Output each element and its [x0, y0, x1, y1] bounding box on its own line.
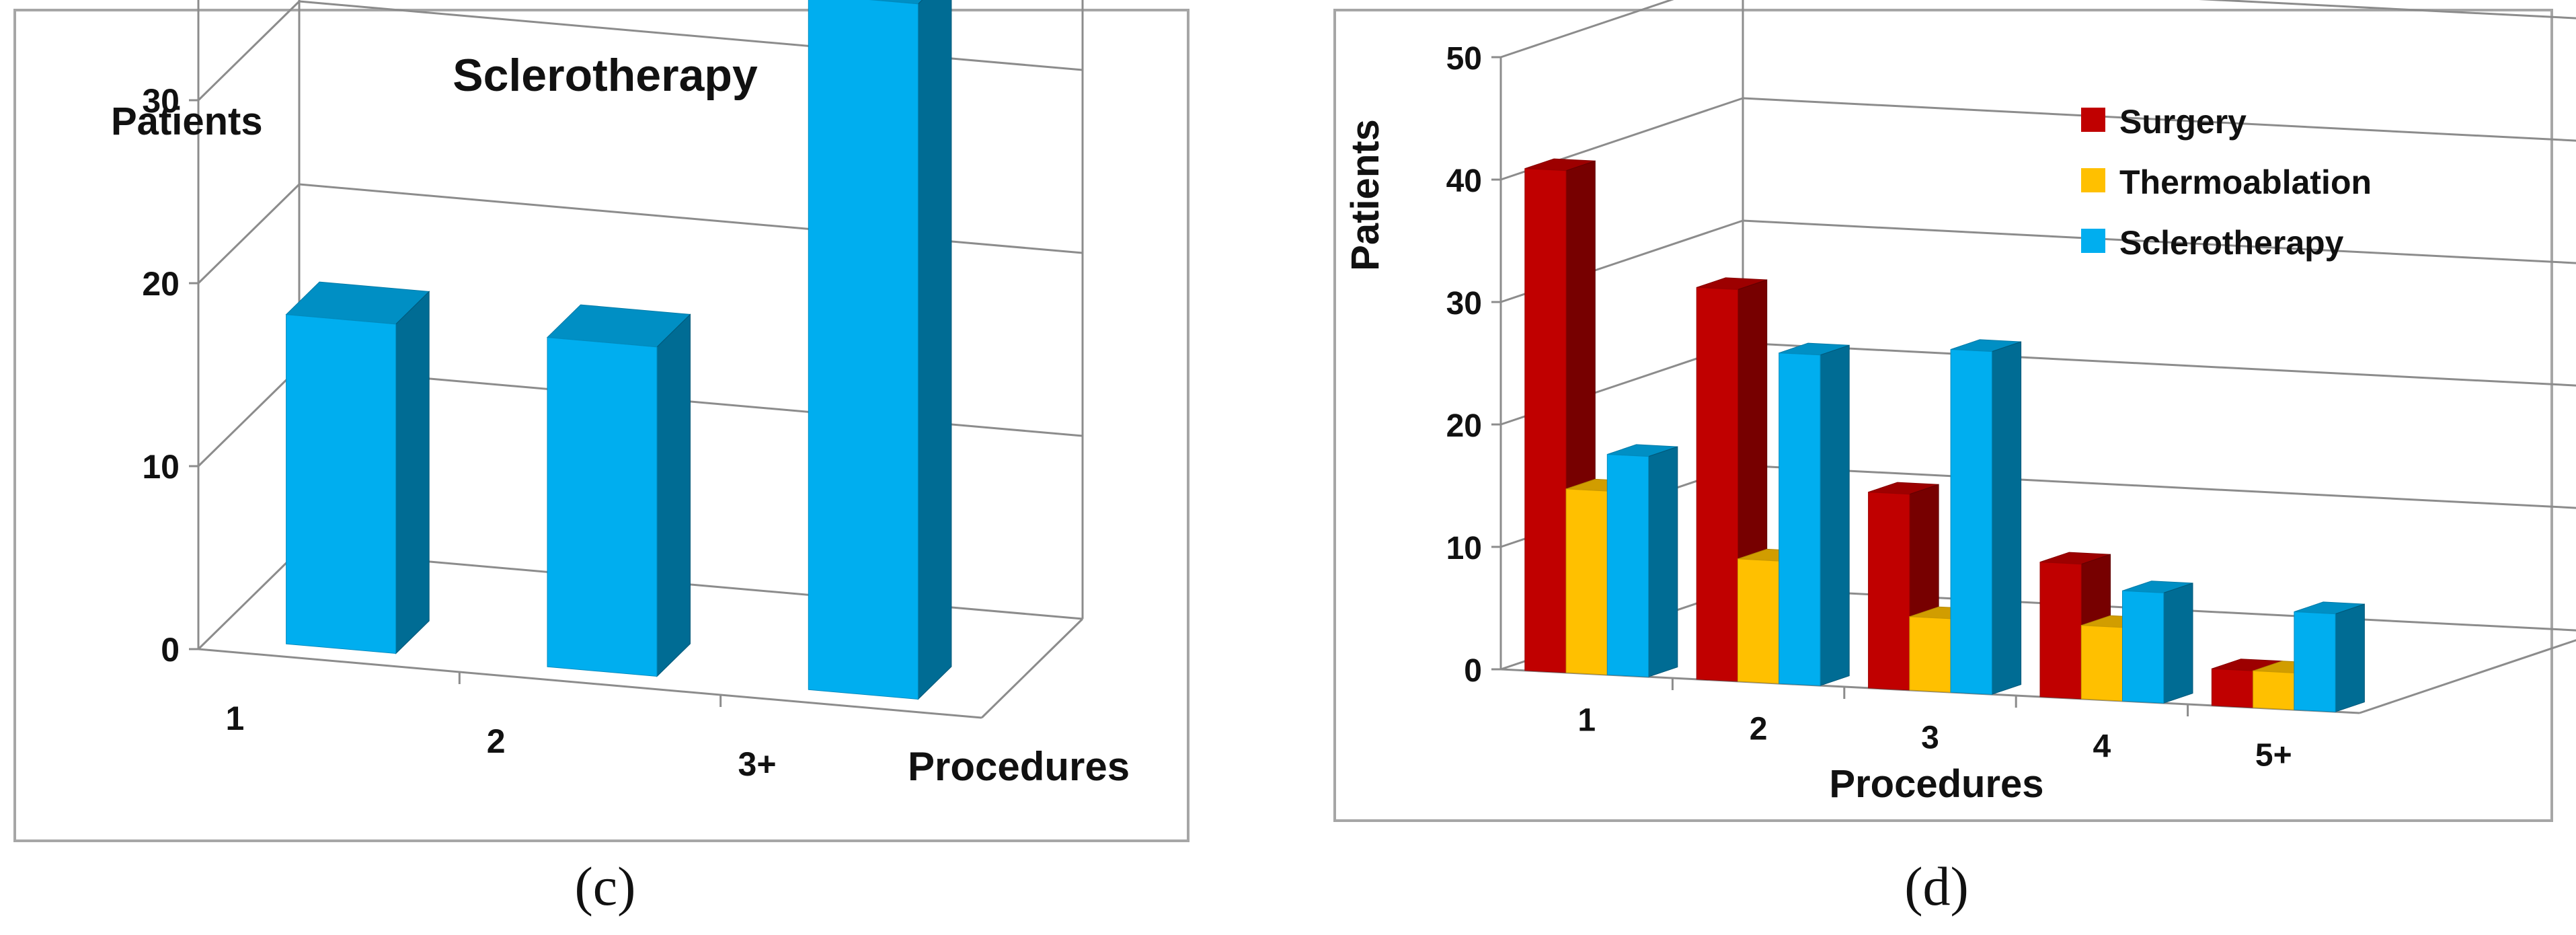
y-tick-label: 30 [142, 82, 180, 120]
bar-sclerotherapy-2-side [656, 313, 691, 677]
floor-edge [2359, 639, 2576, 714]
panel-d-caption: (d) [1904, 856, 1969, 917]
legend-swatch-sclerotherapy [2081, 229, 2105, 253]
gridline [299, 366, 1083, 437]
x-tick-label: 3 [1921, 720, 1939, 756]
x-tick-label: 1 [225, 700, 244, 737]
gridline [299, 549, 1083, 620]
side-gridline [1500, 0, 1674, 59]
bar-sclerotherapy-3plus [808, 0, 952, 700]
panel-c-x-axis-label: Procedures [908, 744, 1130, 789]
panel-d-frame [1333, 9, 2553, 822]
gridline [1742, 464, 2576, 509]
panel-c-caption: (c) [574, 856, 635, 917]
bar-thermoablation-1-front [1565, 488, 1608, 675]
bar-surgery-1-front [1524, 168, 1567, 673]
x-tick-label: 3+ [738, 745, 777, 783]
x-tick-label: 2 [487, 722, 506, 760]
bar-sclerotherapy-3plus-side [917, 0, 952, 700]
y-tick-label: 20 [142, 265, 180, 303]
floor-edge [980, 618, 1084, 719]
bar-surgery-5plus-front [2211, 668, 2254, 708]
bar-sclerotherapy-1 [1606, 444, 1678, 677]
bar-sclerotherapy-2 [546, 304, 691, 677]
bar-sclerotherapy-5plus-side [2335, 603, 2365, 712]
bar-sclerotherapy-1 [285, 281, 430, 654]
legend-label-surgery: Surgery [2119, 103, 2247, 141]
bar-surgery-3-front [1868, 492, 1910, 691]
bar-sclerotherapy-4-side [2163, 583, 2193, 704]
bar-surgery-4-front [2039, 562, 2082, 700]
bar-sclerotherapy-5plus [2294, 601, 2365, 712]
panel-c-bars [285, 0, 952, 700]
x-axis-line [198, 648, 982, 719]
bar-surgery-2-front [1696, 287, 1738, 682]
panel-d-legend: Surgery Thermoablation Sclerotherapy [2081, 103, 2372, 262]
legend-label-thermoablation: Thermoablation [2119, 163, 2372, 201]
gridline [1742, 219, 2576, 264]
x-tick-label: 2 [1750, 712, 1768, 747]
panel-c-title: Sclerotherapy [453, 50, 758, 101]
panel-c-grid [197, 0, 1083, 650]
bar-sclerotherapy-3 [1950, 339, 2022, 695]
bar-sclerotherapy-1-front [1606, 453, 1649, 677]
y-tick-label: 10 [1446, 531, 1482, 566]
legend-label-sclerotherapy: Sclerotherapy [2119, 224, 2344, 262]
bar-sclerotherapy-1-front [286, 314, 397, 654]
bar-sclerotherapy-1-side [395, 291, 430, 654]
legend-swatch-surgery [2081, 108, 2105, 132]
bar-sclerotherapy-4-front [2122, 590, 2164, 704]
bar-sclerotherapy-4 [2122, 581, 2193, 704]
gridline [299, 0, 1083, 71]
y-tick-label: 40 [1446, 163, 1482, 199]
y-tick-label: 0 [1464, 653, 1482, 689]
y-tick-label: 0 [161, 631, 180, 669]
panel-d-x-ticks: 1 2 3 4 5+ [1577, 678, 2292, 774]
panel-d-y-axis-label: Patients [1343, 119, 1387, 271]
x-tick-label: 5+ [2255, 738, 2292, 774]
gridline [1742, 97, 2576, 142]
y-tick-label: 30 [1446, 286, 1482, 322]
panel-d-x-axis-label: Procedures [1829, 762, 2043, 806]
panel-d-y-ticks: 0 10 20 30 40 50 [1446, 41, 1501, 689]
panel-c-x-ticks: 1 2 3+ [225, 672, 777, 783]
bar-sclerotherapy-2-front [547, 337, 658, 677]
side-gridline [197, 0, 301, 102]
bar-sclerotherapy-2-side [1820, 344, 1850, 686]
legend-swatch-thermoablation [2081, 168, 2105, 192]
y-tick-label: 20 [1446, 408, 1482, 444]
bar-sclerotherapy-1-side [1648, 446, 1678, 677]
bar-sclerotherapy-2-front [1779, 352, 1821, 686]
bar-thermoablation-5plus-front [2253, 670, 2295, 710]
gridline [2198, 0, 2576, 20]
bar-thermoablation-4-front [2080, 625, 2123, 702]
side-gridline [197, 183, 301, 285]
panel-c-y-axis-label: Patients [111, 100, 263, 143]
x-tick-label: 4 [2093, 729, 2111, 765]
panel-c-chart: Sclerotherapy Patients Procedures 0 10 20 3… [13, 0, 1189, 842]
panel-d-bars [1524, 158, 2365, 712]
gridline [299, 183, 1083, 254]
y-tick-label: 50 [1446, 41, 1482, 77]
bar-thermoablation-2-front [1738, 558, 1780, 684]
bar-sclerotherapy-5plus-front [2294, 611, 2336, 712]
panel-d-chart: Patients Procedures 0 10 20 30 40 50 1 2 3 4 5+ S… [1333, 0, 2576, 822]
side-gridline [197, 366, 301, 468]
bar-sclerotherapy-3-front [1950, 348, 1992, 695]
side-gridline [197, 549, 301, 650]
bar-sclerotherapy-3-side [1991, 341, 2022, 695]
bar-sclerotherapy-2 [1779, 342, 1850, 686]
x-tick-label: 1 [1577, 703, 1596, 739]
y-tick-label: 10 [142, 448, 180, 486]
bar-sclerotherapy-3plus-front [808, 0, 919, 700]
gridline [1742, 342, 2576, 387]
bar-thermoablation-3-front [1909, 616, 1951, 693]
